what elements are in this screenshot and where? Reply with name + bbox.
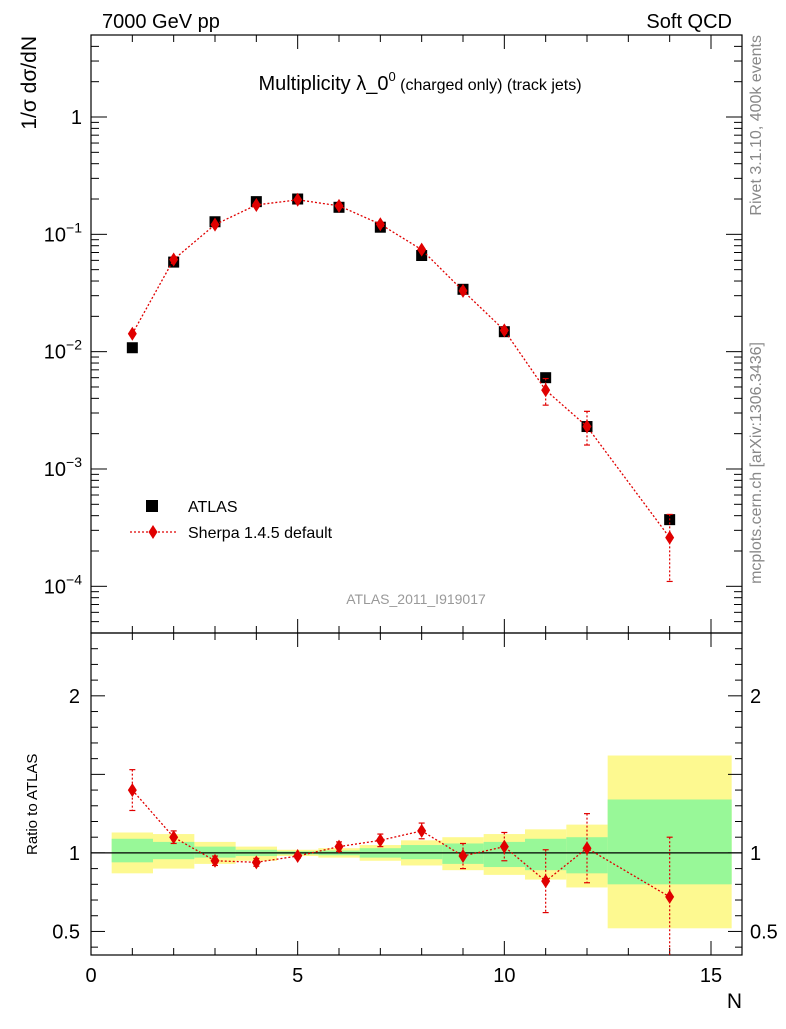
sherpa-point xyxy=(417,242,427,257)
analysis-tag: ATLAS_2011_I919017 xyxy=(346,591,486,607)
sherpa-line xyxy=(131,199,671,539)
main-y-tick-base: 10 xyxy=(44,459,66,481)
ratio-point xyxy=(417,823,427,838)
ratio-stat-band-0 xyxy=(111,838,153,863)
title-sub: (charged only) (track jets) xyxy=(396,77,582,94)
sherpa-point xyxy=(251,197,261,212)
x-tick-label: 0 xyxy=(85,965,96,987)
ratio-point xyxy=(251,855,261,870)
ratio-point xyxy=(169,830,179,845)
x-tick-label: 5 xyxy=(292,965,303,987)
title-main: Multiplicity λ_0 xyxy=(258,73,388,95)
main-y-tick-label: 10−1 xyxy=(44,219,82,246)
main-y-tick-exponent: −1 xyxy=(66,219,82,235)
ratio-y-tick-label-right: 2 xyxy=(750,686,761,708)
sherpa-point xyxy=(541,383,551,398)
energy-label: 7000 GeV pp xyxy=(102,11,220,33)
title-sup: 0 xyxy=(388,69,395,84)
ratio-y-tick-label-right: 1 xyxy=(750,843,761,865)
sherpa-point xyxy=(665,530,675,545)
main-y-tick-exponent: −4 xyxy=(66,571,82,587)
legend-sherpa-label: Sherpa 1.4.5 default xyxy=(188,525,333,542)
ratio-point xyxy=(334,839,344,854)
ratio-y-tick-label: 0.5 xyxy=(52,921,80,943)
ratio-point xyxy=(458,849,468,864)
sherpa-point xyxy=(127,326,137,341)
main-y-axis-label: 1/σ dσ/dN xyxy=(18,36,41,130)
atlas-point xyxy=(540,372,552,384)
source-label: mcplots.cern.ch [arXiv:1306.3436] xyxy=(748,342,765,584)
x-axis-label: N xyxy=(727,990,742,1013)
ratio-y-tick-label-right: 0.5 xyxy=(750,921,778,943)
ratio-y-tick-label: 1 xyxy=(69,843,80,865)
main-y-tick-exponent: −2 xyxy=(66,337,82,353)
main-y-tick-base: 1 xyxy=(71,107,82,129)
sherpa-point xyxy=(169,252,179,267)
ratio-point xyxy=(210,853,220,868)
sherpa-point xyxy=(458,283,468,298)
ratio-stat-band-2 xyxy=(194,846,236,858)
process-label: Soft QCD xyxy=(646,11,732,33)
sherpa-point xyxy=(499,323,509,338)
x-tick-label: 15 xyxy=(700,965,722,987)
ratio-point xyxy=(375,833,385,848)
rivet-label: Rivet 3.1.10, 400k events xyxy=(748,35,765,216)
ratio-frame xyxy=(90,632,743,956)
ratio-point xyxy=(582,841,592,856)
ratio-y-axis-label: Ratio to ATLAS xyxy=(24,754,41,855)
legend-sherpa-marker xyxy=(148,525,158,539)
sherpa-point xyxy=(334,198,344,213)
sherpa-point xyxy=(582,419,592,434)
ratio-stat-band-7 xyxy=(401,845,443,860)
main-frame xyxy=(90,34,743,634)
ratio-panel: Ratio to ATLAS N 0 5 10 15 0.5 0.5 1 1 2 2 xyxy=(24,632,778,1013)
x-tick-label: 10 xyxy=(493,965,515,987)
main-y-tick-base: 10 xyxy=(44,576,66,598)
ratio-point xyxy=(293,849,303,864)
main-y-tick-base: 10 xyxy=(44,224,66,246)
ratio-point xyxy=(499,839,509,854)
sherpa-point xyxy=(375,217,385,232)
sherpa-point xyxy=(210,217,220,232)
main-y-tick-label: 10−2 xyxy=(44,337,82,364)
ratio-point xyxy=(127,783,137,798)
main-y-tick-label: 10−4 xyxy=(44,571,82,598)
main-panel: Multiplicity λ_00 (charged only) (track … xyxy=(18,34,743,634)
main-y-tick-label: 1 xyxy=(71,107,82,129)
ratio-point xyxy=(541,874,551,889)
ratio-point xyxy=(665,889,675,904)
atlas-point xyxy=(126,342,138,354)
ratio-y-tick-label: 2 xyxy=(69,686,80,708)
main-y-tick-label: 10−3 xyxy=(44,454,82,481)
main-title: Multiplicity λ_00 (charged only) (track … xyxy=(258,69,581,95)
legend: ATLAS Sherpa 1.4.5 default xyxy=(130,499,333,542)
ratio-stat-band-1 xyxy=(153,841,195,860)
main-y-tick-base: 10 xyxy=(44,342,66,364)
main-y-tick-exponent: −3 xyxy=(66,454,82,470)
sherpa-point xyxy=(293,192,303,207)
legend-atlas-marker xyxy=(146,500,158,512)
legend-atlas-label: ATLAS xyxy=(188,499,238,516)
